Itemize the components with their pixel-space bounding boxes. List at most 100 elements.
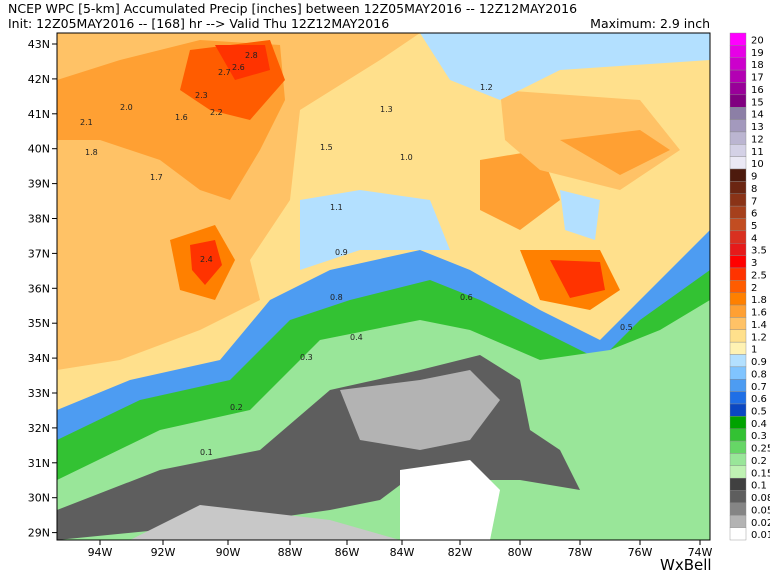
colorbar-box: [729, 230, 747, 244]
map-value-label: 0.8: [330, 293, 343, 302]
lon-label: 94W: [88, 546, 113, 559]
map-value-label: 1.6: [175, 113, 188, 122]
header-line2: Init: 12Z05MAY2016 -- [168] hr --> Valid…: [8, 16, 389, 31]
colorbar-box: [729, 515, 747, 528]
florida: [400, 460, 500, 540]
colorbar-box: [729, 502, 747, 516]
map-value-label: 1.2: [480, 83, 493, 92]
gulf: [130, 505, 400, 540]
colorbar-label: 4: [751, 233, 757, 244]
lon-label: 84W: [390, 546, 415, 559]
colorbar-box: [729, 131, 747, 145]
colorbar-box: [729, 304, 747, 318]
region: [340, 370, 500, 450]
lon-label: 88W: [278, 546, 303, 559]
colorbar-label: 16: [751, 85, 764, 96]
colorbar-label: 1.6: [751, 308, 767, 319]
map-value-label: 2.6: [232, 63, 245, 72]
lon-label: 90W: [216, 546, 241, 559]
map-value-label: 0.1: [200, 448, 213, 457]
colorbar-label: 18: [751, 60, 764, 71]
colorbar-label: 0.8: [751, 369, 767, 380]
colorbar-label: 0.3: [751, 431, 767, 442]
map-value-label: 1.8: [85, 148, 98, 157]
map-value-label: 0.6: [460, 293, 473, 302]
colorbar-label: 19: [751, 48, 764, 59]
colorbar-box: [729, 465, 747, 479]
colorbar-label: 1.4: [751, 320, 767, 331]
lat-label: 33N: [28, 387, 50, 400]
colorbar-box: [729, 57, 747, 71]
lon-label: 80W: [508, 546, 533, 559]
lat-label: 42N: [28, 73, 50, 86]
colorbar-box: [729, 354, 747, 368]
map-value-label: 2.1: [80, 118, 93, 127]
lon-label: 74W: [688, 546, 713, 559]
map-value-label: 0.3: [300, 353, 313, 362]
colorbar-label: 8: [751, 184, 757, 195]
colorbar-box: [729, 329, 747, 343]
map-value-label: 2.3: [195, 91, 208, 100]
colorbar-box: [729, 243, 747, 256]
map-value-label: 2.7: [218, 68, 231, 77]
map-value-label: 0.5: [620, 323, 633, 332]
lon-label: 86W: [335, 546, 360, 559]
colorbar-box: [729, 156, 747, 170]
colorbar-label: 1.2: [751, 332, 767, 343]
map-frame: [56, 32, 711, 541]
colorbar-label: 1.8: [751, 295, 767, 306]
colorbar-label: 3: [751, 258, 757, 269]
map-value-label: 2.0: [120, 103, 133, 112]
colorbar-label: 0.08: [751, 493, 770, 504]
colorbar-box: [729, 255, 747, 269]
colorbar-label: 0.4: [751, 419, 767, 430]
colorbar-label: 10: [751, 159, 764, 170]
lat-label: 32N: [28, 422, 50, 435]
colorbar-box: [729, 168, 747, 182]
colorbar-label: 0.02: [751, 518, 770, 529]
region: [300, 190, 450, 270]
lat-label: 40N: [28, 143, 50, 156]
colorbar-box: [729, 181, 747, 194]
region: [560, 190, 600, 240]
colorbar-box: [729, 218, 747, 232]
lat-label: 31N: [28, 457, 50, 470]
lon-label: 82W: [448, 546, 473, 559]
colorbar-label: 17: [751, 73, 764, 84]
colorbar-label: 0.1: [751, 481, 767, 492]
colorbar-box: [729, 477, 747, 491]
colorbar-box: [729, 106, 747, 120]
colorbar-label: 2: [751, 283, 757, 294]
colorbar-label: 1: [751, 345, 757, 356]
map-value-label: 1.3: [380, 105, 393, 114]
lat-label: 36N: [28, 282, 50, 295]
lat-label: 38N: [28, 213, 50, 226]
colorbar-box: [729, 144, 747, 157]
colorbar-label: 7: [751, 196, 757, 207]
map-value-label: 1.1: [330, 203, 343, 212]
colorbar-box: [729, 267, 747, 281]
map-value-label: 2.4: [200, 255, 213, 264]
colorbar-label: 9: [751, 172, 757, 183]
colorbar-label: 0.15: [751, 468, 770, 479]
region: [550, 260, 605, 298]
colorbar-label: 15: [751, 97, 764, 108]
colorbar-label: 5: [751, 221, 757, 232]
colorbar-box: [729, 379, 747, 392]
colorbar-label: 0.2: [751, 456, 767, 467]
lat-label: 34N: [28, 352, 50, 365]
colorbar-box: [729, 453, 747, 467]
map-value-label: 2.8: [245, 51, 258, 60]
colorbar-label: 0.5: [751, 406, 767, 417]
colorbar-label: 0.7: [751, 382, 767, 393]
map-value-label: 0.2: [230, 403, 243, 412]
lat-label: 30N: [28, 492, 50, 505]
lat-label: 41N: [28, 108, 50, 121]
map-value-label: 1.0: [400, 153, 413, 162]
colorbar-box: [729, 94, 747, 108]
colorbar-box: [729, 403, 747, 417]
colorbar-box: [729, 45, 747, 58]
region: [420, 33, 710, 100]
colorbar-box: [729, 82, 747, 96]
colorbar-box: [729, 366, 747, 380]
